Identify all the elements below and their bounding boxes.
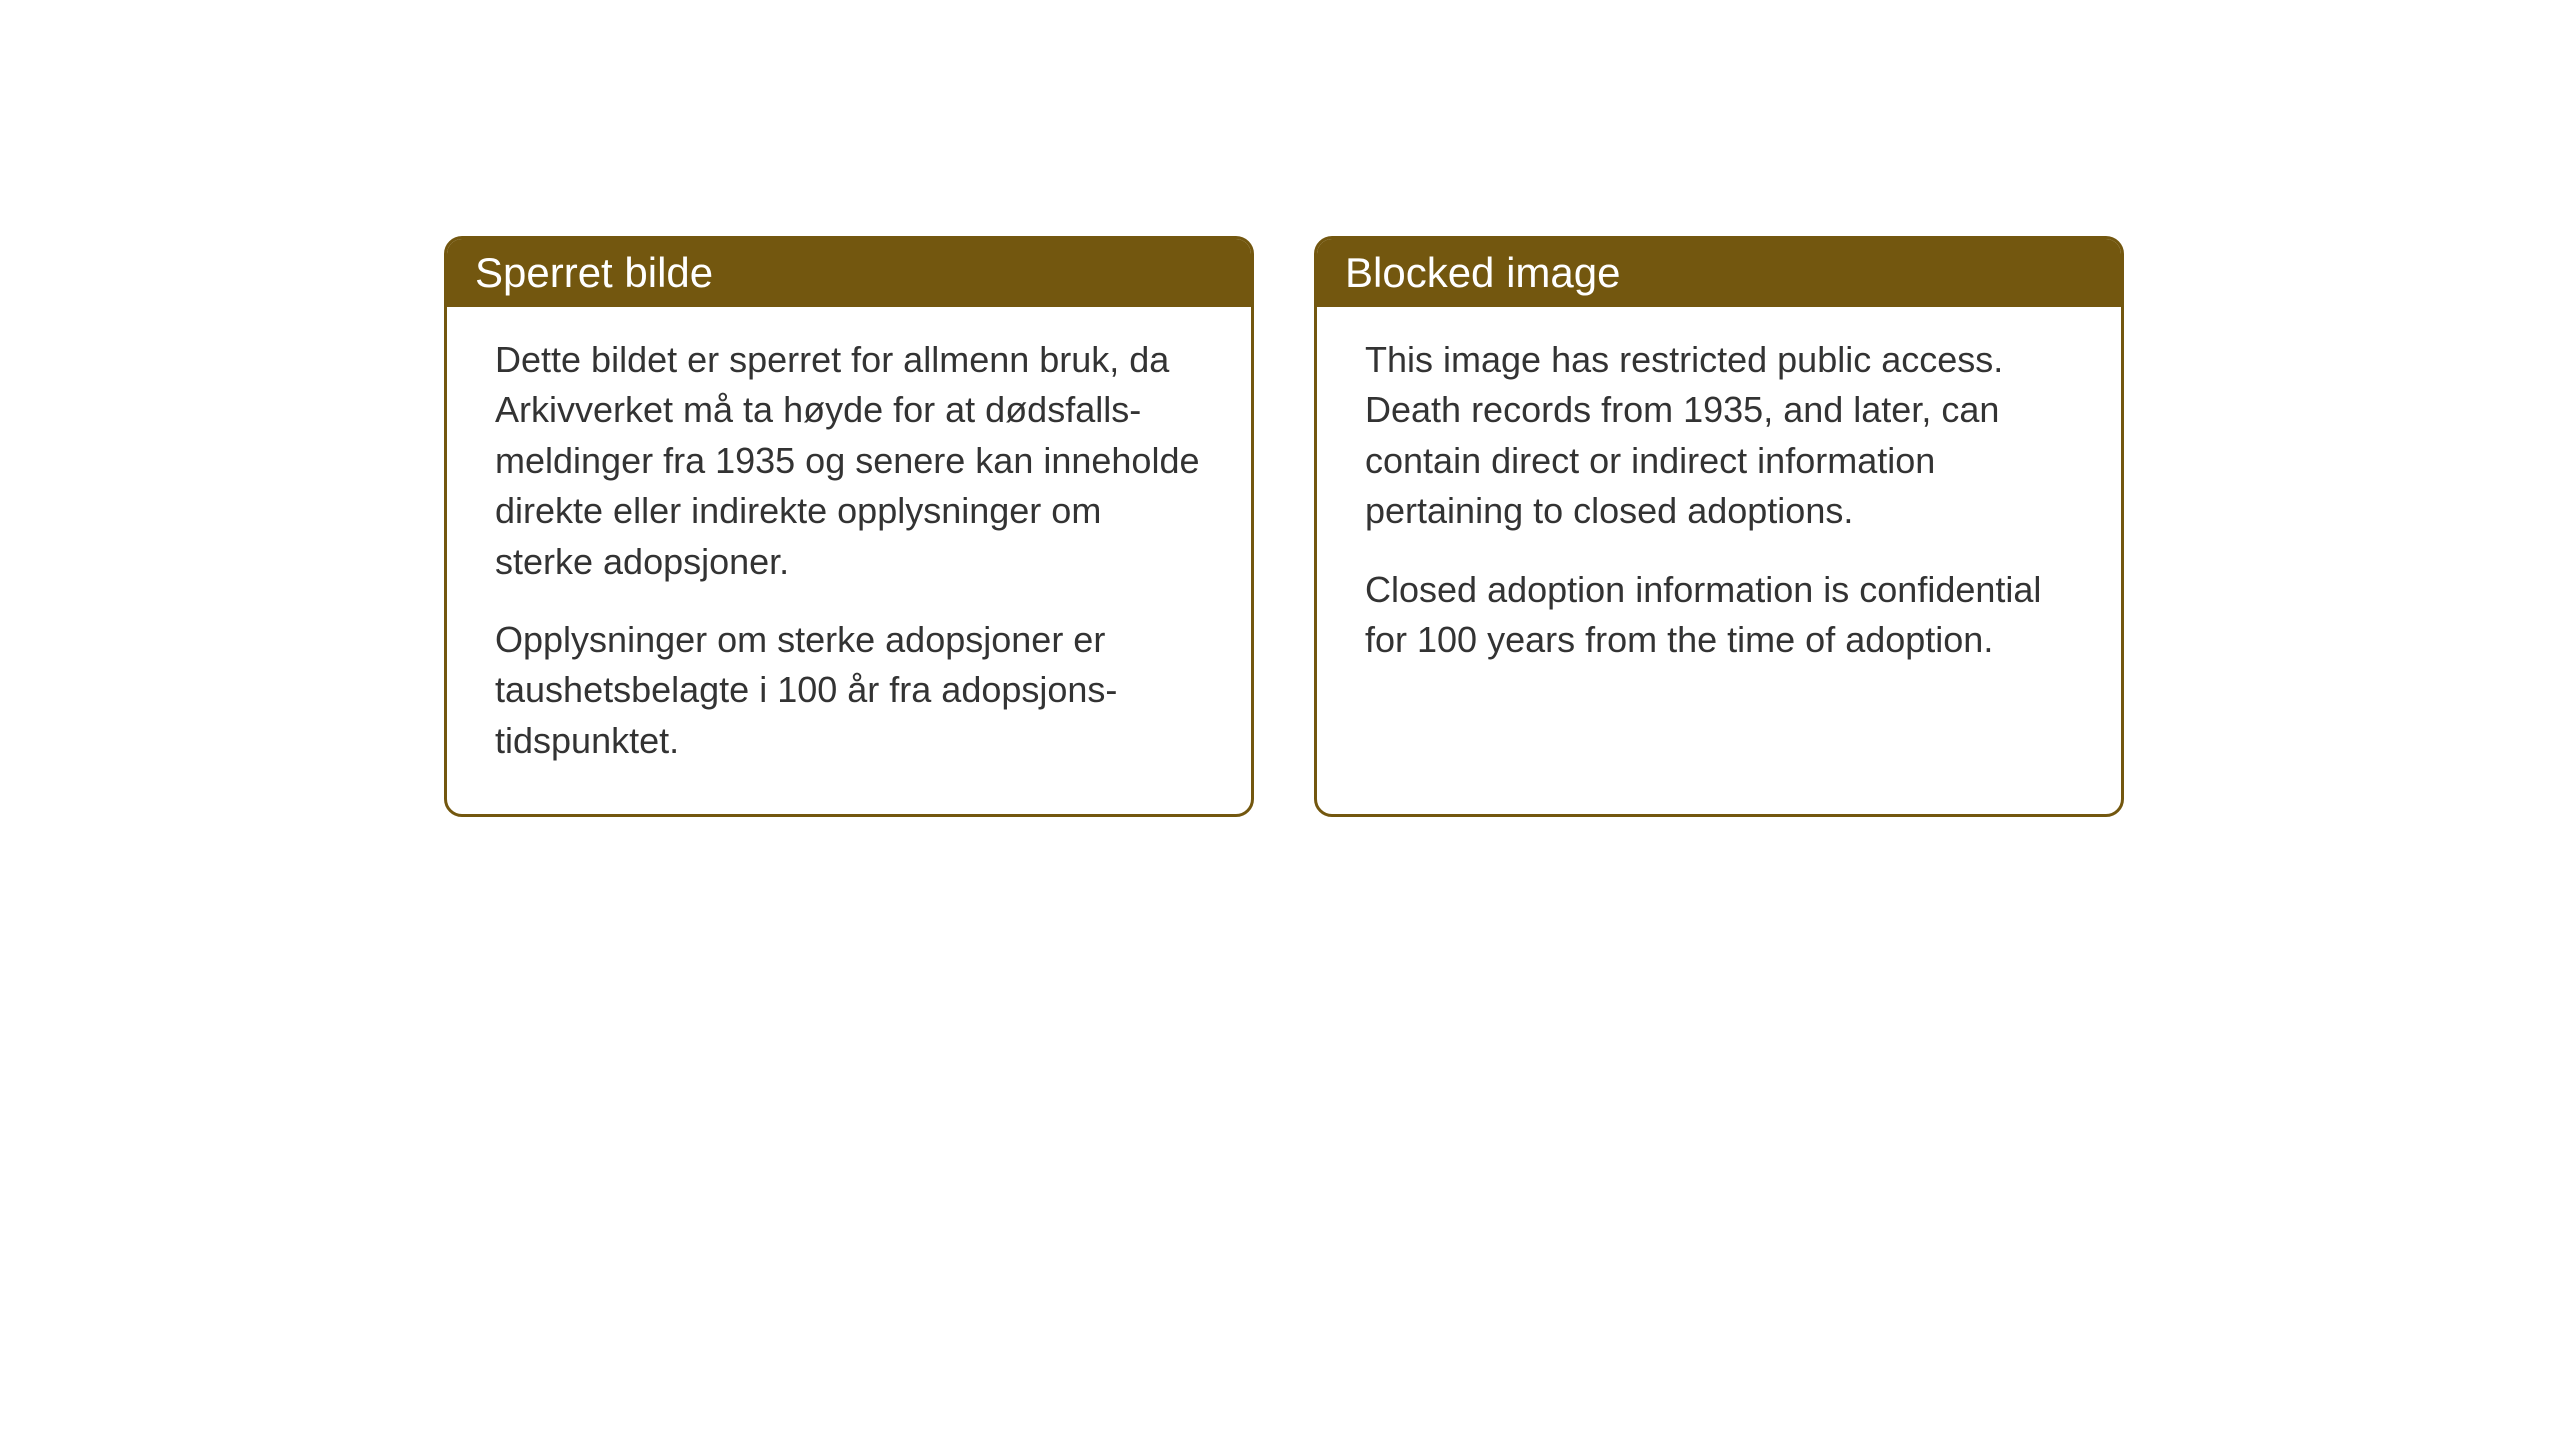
card-paragraph-2-norwegian: Opplysninger om sterke adopsjoner er tau… [495, 615, 1203, 766]
card-paragraph-1-norwegian: Dette bildet er sperret for allmenn bruk… [495, 335, 1203, 587]
card-body-norwegian: Dette bildet er sperret for allmenn bruk… [447, 307, 1251, 814]
card-body-english: This image has restricted public access.… [1317, 307, 2121, 713]
notice-cards-container: Sperret bilde Dette bildet er sperret fo… [444, 236, 2124, 817]
notice-card-norwegian: Sperret bilde Dette bildet er sperret fo… [444, 236, 1254, 817]
card-paragraph-1-english: This image has restricted public access.… [1365, 335, 2073, 537]
notice-card-english: Blocked image This image has restricted … [1314, 236, 2124, 817]
card-header-english: Blocked image [1317, 239, 2121, 307]
card-header-norwegian: Sperret bilde [447, 239, 1251, 307]
card-paragraph-2-english: Closed adoption information is confident… [1365, 565, 2073, 666]
